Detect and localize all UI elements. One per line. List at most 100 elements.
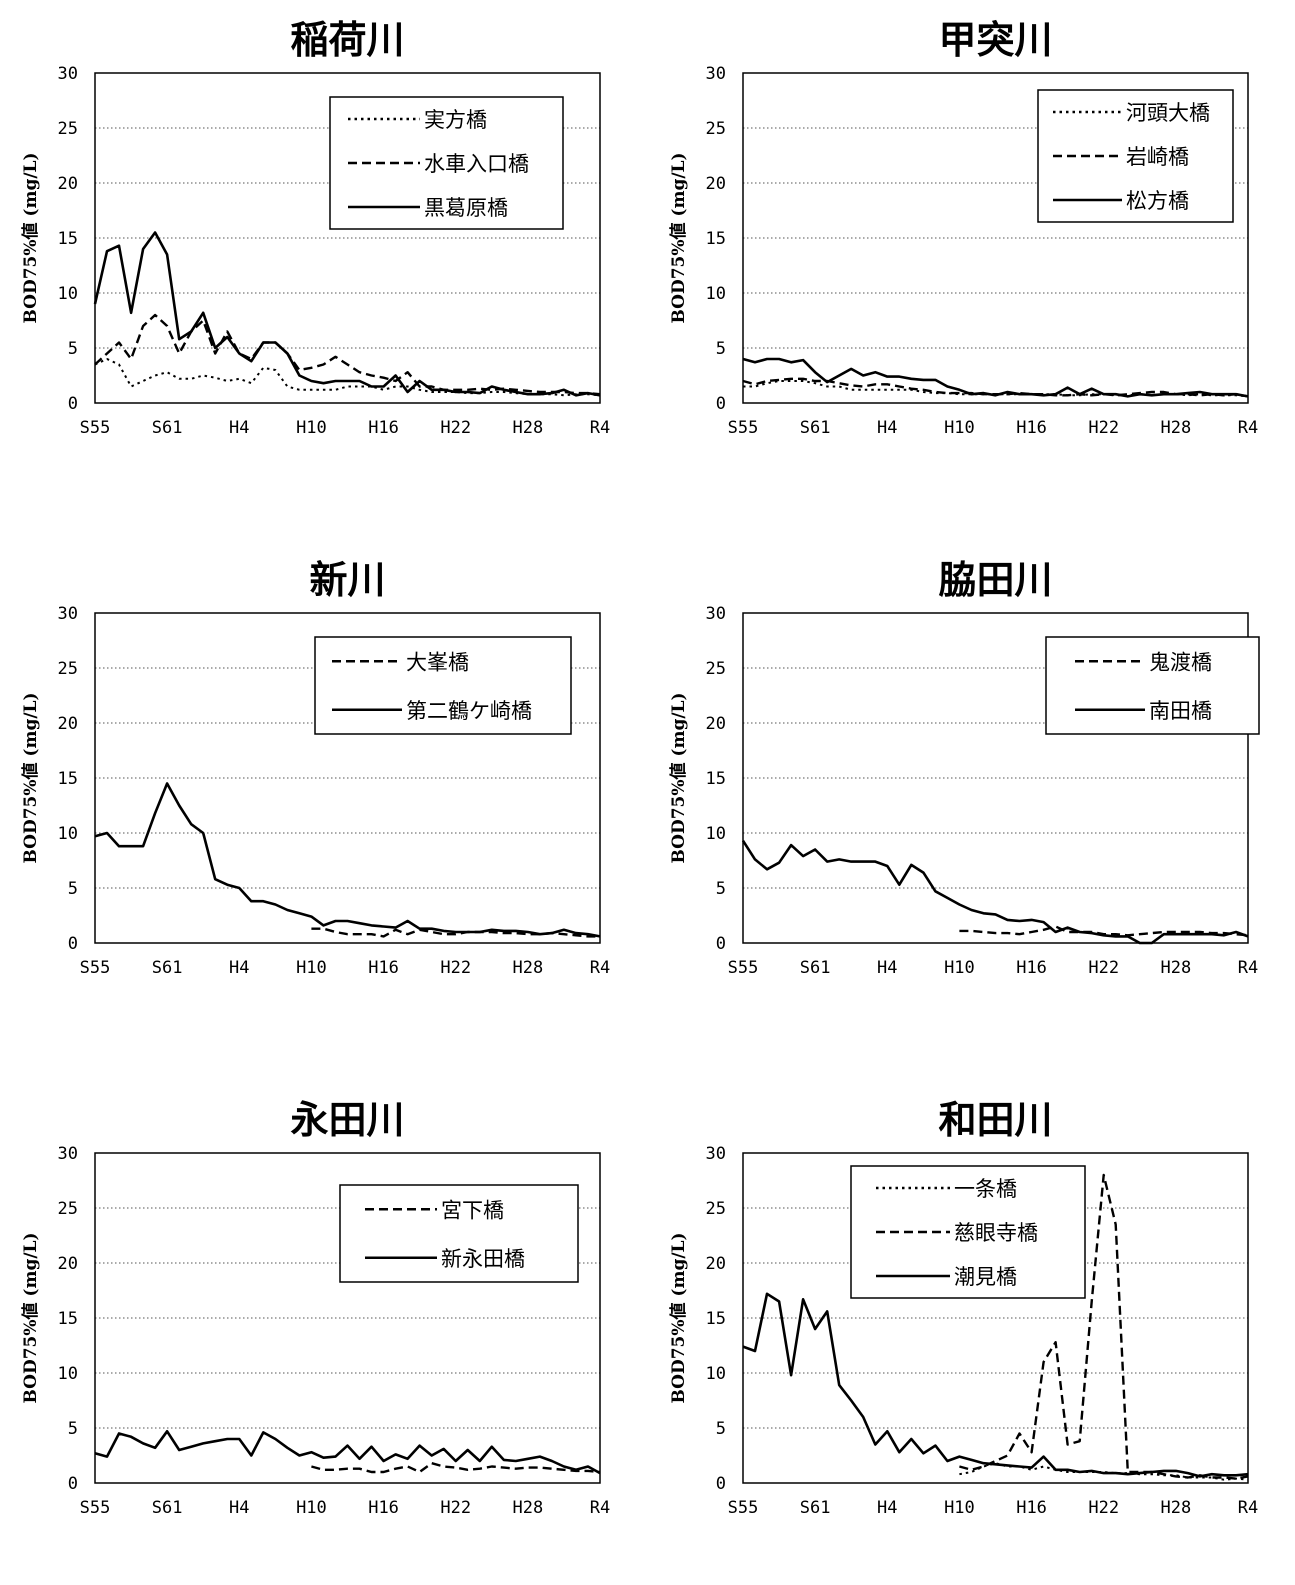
- plot-frame: [742, 1152, 1249, 1484]
- x-tick-label: R4: [1238, 958, 1258, 978]
- series-line: [93, 231, 601, 397]
- x-tick-label: H16: [368, 1498, 399, 1518]
- y-tick-label: 30: [58, 1144, 78, 1164]
- plot-frame: [742, 72, 1249, 404]
- x-tick-label: H16: [368, 418, 399, 438]
- y-tick-label: 30: [58, 604, 78, 624]
- y-tick-label: 10: [706, 1364, 726, 1384]
- x-tick-label: H28: [512, 418, 543, 438]
- y-tick-label: 0: [716, 1474, 726, 1494]
- y-tick-label: 5: [716, 339, 726, 359]
- legend-label: 一条橋: [954, 1177, 1017, 1201]
- legend-box: [1045, 636, 1260, 735]
- legend-label: 第二鶴ケ崎橋: [406, 699, 532, 723]
- plot-frame: [94, 612, 601, 944]
- y-tick-label: 30: [58, 64, 78, 84]
- y-tick-label: 0: [716, 934, 726, 954]
- plot-frame: [94, 1152, 601, 1484]
- y-tick-label: 15: [58, 1309, 78, 1329]
- legend-label: 岩崎橋: [1126, 145, 1189, 169]
- series-line: [742, 357, 1249, 398]
- x-tick-label: S55: [80, 958, 111, 978]
- x-tick-label: H28: [1160, 1498, 1191, 1518]
- series-line: [742, 1292, 1249, 1478]
- plot-frame: [94, 72, 601, 404]
- chart-title: 和田川: [938, 1098, 1052, 1142]
- legend-label: 黒葛原橋: [424, 196, 508, 220]
- y-tick-label: 5: [68, 1419, 78, 1439]
- chart-svg: 甲突川 BOD75%値 (mg/L) 0 5 10 15 20 25 30 S55 S61 H4 H10…: [668, 18, 1258, 438]
- x-tick-label: H28: [512, 1498, 543, 1518]
- y-tick-label: 20: [706, 1254, 726, 1274]
- x-tick-label: R4: [590, 1498, 610, 1518]
- chart-panel-wakita: 脇田川 BOD75%値 (mg/L) 0 5 10 15 20 25 30 S55 S61 H4 H10…: [648, 540, 1295, 1045]
- x-tick-label: S55: [80, 1498, 111, 1518]
- chart-title: 永田川: [290, 1098, 404, 1142]
- y-tick-label: 0: [68, 934, 78, 954]
- x-tick-label: S55: [728, 958, 759, 978]
- y-tick-label: 5: [68, 339, 78, 359]
- x-tick-label: S61: [152, 958, 183, 978]
- series-line: [94, 1429, 601, 1475]
- x-tick-label: R4: [1238, 1498, 1258, 1518]
- x-tick-label: H4: [877, 958, 897, 978]
- chart-panel-nagata: 永田川 BOD75%値 (mg/L) 0 5 10 15 20 25 30 S55 S61 H4 H10…: [0, 1080, 648, 1585]
- x-tick-label: H22: [1088, 1498, 1119, 1518]
- legend-label: 大峯橋: [406, 650, 469, 674]
- chart-svg: 和田川 BOD75%値 (mg/L) 0 5 10 15 20 25 30 S55 S61 H4 H10…: [668, 1098, 1258, 1518]
- y-axis-label: BOD75%値 (mg/L): [668, 152, 689, 323]
- legend-label: 水車入口橋: [424, 152, 529, 176]
- legend-label: 慈眼寺橋: [954, 1221, 1038, 1245]
- x-tick-label: H4: [877, 418, 897, 438]
- y-tick-label: 20: [706, 714, 726, 734]
- chart-panel-wada: 和田川 BOD75%値 (mg/L) 0 5 10 15 20 25 30 S55 S61 H4 H10…: [648, 1080, 1295, 1585]
- y-tick-label: 15: [706, 229, 726, 249]
- y-tick-label: 20: [58, 174, 78, 194]
- y-axis-label: BOD75%値 (mg/L): [668, 1232, 689, 1403]
- x-tick-label: S55: [728, 1498, 759, 1518]
- chart-svg: 新川 BOD75%値 (mg/L) 0 5 10 15 20 25 30 S55 S61 H4 H10 H…: [20, 558, 610, 978]
- y-tick-label: 25: [706, 659, 726, 679]
- series-line: [94, 782, 601, 938]
- x-tick-label: H16: [1016, 1498, 1047, 1518]
- x-tick-label: H16: [368, 958, 399, 978]
- x-tick-label: S61: [152, 418, 183, 438]
- chart-panel-kotsuki: 甲突川 BOD75%値 (mg/L) 0 5 10 15 20 25 30 S55 S61 H4 H10…: [648, 0, 1295, 505]
- x-tick-label: H28: [1160, 418, 1191, 438]
- y-tick-label: 25: [706, 119, 726, 139]
- x-tick-label: R4: [590, 958, 610, 978]
- legend-label: 南田橋: [1149, 699, 1212, 723]
- plot-frame: [742, 612, 1249, 944]
- x-tick-label: H4: [229, 1498, 249, 1518]
- y-tick-label: 15: [706, 1309, 726, 1329]
- y-tick-label: 20: [706, 174, 726, 194]
- y-tick-label: 25: [706, 1199, 726, 1219]
- x-tick-label: H10: [944, 958, 975, 978]
- y-tick-label: 5: [716, 1419, 726, 1439]
- y-axis-label: BOD75%値 (mg/L): [20, 692, 41, 863]
- x-tick-label: S55: [728, 418, 759, 438]
- y-tick-label: 25: [58, 1199, 78, 1219]
- x-tick-label: H16: [1016, 958, 1047, 978]
- series-line: [741, 839, 1249, 945]
- y-tick-label: 30: [706, 64, 726, 84]
- y-tick-label: 25: [58, 119, 78, 139]
- x-tick-label: S61: [800, 418, 831, 438]
- x-tick-label: H10: [944, 1498, 975, 1518]
- chart-svg: 永田川 BOD75%値 (mg/L) 0 5 10 15 20 25 30 S55 S61 H4 H10…: [20, 1098, 610, 1518]
- x-tick-label: S61: [152, 1498, 183, 1518]
- y-tick-label: 10: [58, 824, 78, 844]
- x-tick-label: R4: [1238, 418, 1258, 438]
- chart-panel-inari: 稲荷川 BOD75%値 (mg/L) 0 5 10 15 20 25 30 S55 S61 H4 H10…: [0, 0, 648, 505]
- x-tick-label: H28: [512, 958, 543, 978]
- x-tick-label: S55: [80, 418, 111, 438]
- legend-label: 河頭大橋: [1126, 101, 1210, 125]
- y-axis-label: BOD75%値 (mg/L): [20, 152, 41, 323]
- y-tick-label: 30: [706, 604, 726, 624]
- legend-label: 新永田橋: [441, 1247, 525, 1271]
- y-tick-label: 20: [58, 1254, 78, 1274]
- y-tick-label: 20: [58, 714, 78, 734]
- x-tick-label: H22: [440, 1498, 471, 1518]
- x-tick-label: S61: [800, 958, 831, 978]
- x-tick-label: H10: [944, 418, 975, 438]
